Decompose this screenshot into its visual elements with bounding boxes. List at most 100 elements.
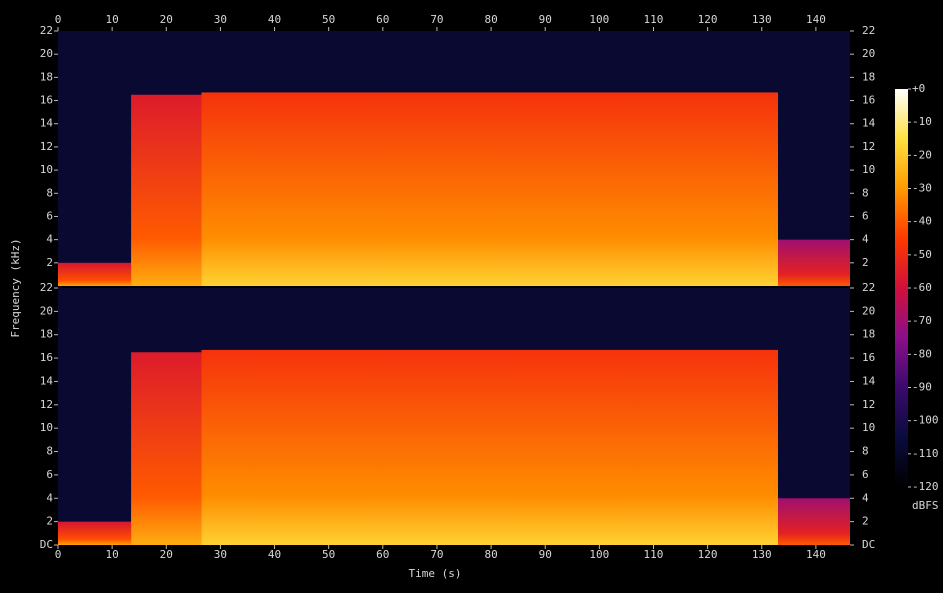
y-tick-label-right: 8 bbox=[862, 186, 869, 199]
spectrum-segment bbox=[778, 239, 850, 286]
y-tick-label-right: 2 bbox=[862, 256, 869, 269]
colorbar bbox=[895, 89, 908, 487]
colorbar-tick-label: -60 bbox=[912, 281, 932, 294]
y-tick-label-right: 22 bbox=[862, 24, 875, 37]
x-tick-label-top: 40 bbox=[268, 13, 281, 26]
x-tick-label-bottom: 20 bbox=[160, 548, 173, 561]
y-tick-label-right: 12 bbox=[862, 140, 875, 153]
y-tick-label: 12 bbox=[40, 398, 53, 411]
y-tick-label-right: 6 bbox=[862, 468, 869, 481]
y-tick-label-right: 10 bbox=[862, 421, 875, 434]
y-tick-label: 18 bbox=[40, 328, 53, 341]
colorbar-tick-label: +0 bbox=[912, 82, 925, 95]
x-tick-label-top: 140 bbox=[806, 13, 826, 26]
x-axis-label: Time (s) bbox=[409, 567, 462, 580]
x-tick-label-bottom: 30 bbox=[214, 548, 227, 561]
y-tick-label: 14 bbox=[40, 374, 54, 387]
y-tick-label-right: 20 bbox=[862, 304, 875, 317]
y-tick-label: 20 bbox=[40, 47, 53, 60]
y-tick-label-right: 14 bbox=[862, 374, 876, 387]
y-tick-label: 20 bbox=[40, 304, 53, 317]
y-tick-label: 22 bbox=[40, 24, 53, 37]
colorbar-tick-label: -30 bbox=[912, 182, 932, 195]
spectrum-segment bbox=[58, 521, 132, 545]
y-tick-label: 22 bbox=[40, 281, 53, 294]
y-tick-label-right: 6 bbox=[862, 209, 869, 222]
x-tick-label-bottom: 110 bbox=[644, 548, 664, 561]
y-tick-label: 2 bbox=[46, 256, 53, 269]
x-tick-label-top: 50 bbox=[322, 13, 335, 26]
y-tick-label: 6 bbox=[46, 468, 53, 481]
y-tick-label-right: 2 bbox=[862, 515, 869, 528]
y-tick-label: 2 bbox=[46, 515, 53, 528]
colorbar-tick-label: -50 bbox=[912, 248, 932, 261]
colorbar-tick-label: -20 bbox=[912, 148, 932, 161]
x-tick-label-top: 10 bbox=[106, 13, 119, 26]
y-tick-label: 6 bbox=[46, 209, 53, 222]
colorbar-tick-label: -120 bbox=[912, 480, 939, 493]
x-tick-label-bottom: 50 bbox=[322, 548, 335, 561]
x-tick-label-top: 0 bbox=[55, 13, 62, 26]
x-tick-label-top: 20 bbox=[160, 13, 173, 26]
y-axis-label: Frequency (kHz) bbox=[9, 238, 22, 337]
y-tick-label-right: 4 bbox=[862, 491, 869, 504]
y-tick-label-right: 16 bbox=[862, 351, 875, 364]
x-tick-label-top: 100 bbox=[589, 13, 609, 26]
colorbar-label: dBFS bbox=[912, 499, 939, 512]
x-tick-label-bottom: 90 bbox=[539, 548, 552, 561]
x-tick-label-top: 60 bbox=[376, 13, 389, 26]
y-tick-label: 12 bbox=[40, 140, 53, 153]
x-tick-label-top: 90 bbox=[539, 13, 552, 26]
y-tick-label-right: DC bbox=[862, 538, 875, 551]
x-tick-label-bottom: 40 bbox=[268, 548, 281, 561]
colorbar-tick-label: -100 bbox=[912, 414, 939, 427]
y-tick-label-right: 10 bbox=[862, 163, 875, 176]
colorbar-tick-label: -40 bbox=[912, 215, 932, 228]
x-tick-label-bottom: 140 bbox=[806, 548, 826, 561]
x-tick-label-bottom: 120 bbox=[698, 548, 718, 561]
x-tick-label-bottom: 60 bbox=[376, 548, 389, 561]
colorbar-tick-label: -90 bbox=[912, 381, 932, 394]
x-tick-label-top: 130 bbox=[752, 13, 772, 26]
y-tick-label-right: 18 bbox=[862, 70, 875, 83]
y-tick-label: 18 bbox=[40, 70, 53, 83]
y-tick-label: 8 bbox=[46, 445, 53, 458]
y-tick-label-right: 22 bbox=[862, 281, 875, 294]
x-tick-label-bottom: 130 bbox=[752, 548, 772, 561]
y-tick-label-right: 4 bbox=[862, 233, 869, 246]
spectrum-segment bbox=[778, 498, 850, 545]
y-tick-label: 10 bbox=[40, 163, 53, 176]
colorbar-tick-label: -10 bbox=[912, 115, 932, 128]
x-tick-label-top: 30 bbox=[214, 13, 227, 26]
colorbar-tick-label: -70 bbox=[912, 314, 932, 327]
colorbar-tick-label: -110 bbox=[912, 447, 939, 460]
colorbar-tick-label: -80 bbox=[912, 347, 932, 360]
x-tick-label-top: 120 bbox=[698, 13, 718, 26]
x-tick-label-bottom: 0 bbox=[55, 548, 62, 561]
spectrum-segment bbox=[131, 352, 202, 545]
spectrum-segment bbox=[131, 94, 202, 286]
spectrum-segment bbox=[58, 262, 132, 286]
spectrum-segment bbox=[201, 92, 779, 286]
x-tick-label-top: 70 bbox=[430, 13, 443, 26]
x-tick-label-bottom: 80 bbox=[484, 548, 497, 561]
spectrum-segment bbox=[201, 349, 779, 545]
y-tick-label-right: 18 bbox=[862, 328, 875, 341]
y-tick-label-right: 12 bbox=[862, 398, 875, 411]
y-tick-label-right: 14 bbox=[862, 117, 876, 130]
y-tick-label: 16 bbox=[40, 94, 53, 107]
y-tick-label: 4 bbox=[46, 491, 53, 504]
y-tick-label: 4 bbox=[46, 233, 53, 246]
x-tick-label-top: 80 bbox=[484, 13, 497, 26]
y-tick-label: DC bbox=[40, 538, 53, 551]
x-tick-label-top: 110 bbox=[644, 13, 664, 26]
y-tick-label-right: 20 bbox=[862, 47, 875, 60]
x-tick-label-bottom: 100 bbox=[589, 548, 609, 561]
y-tick-label-right: 16 bbox=[862, 94, 875, 107]
y-tick-label: 16 bbox=[40, 351, 53, 364]
x-tick-label-bottom: 70 bbox=[430, 548, 443, 561]
y-tick-label-right: 8 bbox=[862, 445, 869, 458]
y-tick-label: 8 bbox=[46, 186, 53, 199]
x-tick-label-bottom: 10 bbox=[106, 548, 119, 561]
